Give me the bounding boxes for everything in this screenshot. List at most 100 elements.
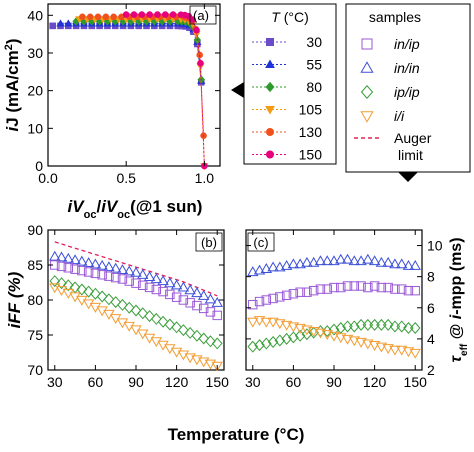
series-in-ip-point — [390, 284, 400, 294]
series-i-i-point — [157, 340, 169, 351]
series-in-in-point — [157, 275, 169, 286]
series-ip-ip-point — [137, 307, 149, 320]
series-ip-ip-point — [362, 318, 374, 331]
series-150-point — [138, 11, 146, 18]
series-150-point — [193, 26, 200, 34]
series-ip-ip-point — [261, 337, 272, 350]
series-in-ip-point — [342, 281, 353, 291]
series-i-i-point — [260, 317, 273, 328]
series-130-line — [82, 16, 205, 136]
series-in-in-point — [341, 253, 354, 264]
series-ip-ip-point — [144, 310, 155, 323]
series-130-point — [94, 13, 102, 21]
legend-temperature-marker — [266, 128, 274, 136]
x-tick-label: 30 — [47, 374, 63, 390]
series-in-in-point — [294, 258, 306, 269]
legend-temperature-marker — [266, 150, 274, 159]
series-ip-ip-point — [184, 326, 196, 339]
series-in-ip-point — [349, 281, 360, 291]
panel-a-label: (a) — [193, 8, 209, 23]
series-55-point — [64, 19, 73, 27]
y-tick-label: 75 — [27, 327, 43, 343]
series-in-ip-point — [275, 292, 285, 302]
legend-temperature-marker — [265, 106, 275, 115]
legend-sample-marker — [360, 111, 374, 123]
x-tick-label: 60 — [286, 374, 302, 390]
series-in-ip-point — [178, 295, 189, 305]
series-i-i-point — [314, 328, 327, 339]
series-ip-ip-point — [198, 332, 209, 345]
series-in-in-point — [301, 256, 313, 267]
series-150-point — [130, 11, 138, 18]
series-in-in-point — [382, 256, 394, 267]
y-tick-label: 4 — [427, 331, 435, 347]
series-ip-ip-point — [294, 329, 306, 342]
series-150-point — [146, 11, 153, 18]
series-i-i-point — [348, 336, 361, 347]
series-ip-ip-point — [301, 328, 313, 341]
series-i-i-point — [274, 319, 286, 330]
panel-b-marks — [49, 241, 223, 372]
series-i-i-point — [321, 330, 333, 341]
series-in-in-point — [204, 293, 217, 304]
series-ip-ip-point — [335, 321, 347, 335]
series-150-line — [126, 14, 205, 167]
series-in-ip-point — [104, 271, 114, 281]
series-in-ip-point — [70, 264, 80, 274]
series-i-i-point — [204, 359, 217, 370]
series-in-in-point — [307, 256, 320, 267]
series-in-in-point — [355, 255, 367, 266]
series-in-in-point — [321, 255, 333, 266]
legend-temperature-label: 55 — [306, 57, 322, 73]
series-in-in-point — [116, 264, 129, 274]
series-in-ip-point — [295, 287, 305, 297]
x-tick-label: 60 — [88, 374, 104, 390]
series-ip-ip-point — [76, 283, 88, 296]
panel-b-ylabel: iFF (%) — [5, 271, 24, 328]
panel-a-xlabel: iVoc/iVoc(@1 sun) — [68, 197, 203, 221]
series-in-in-point — [96, 259, 108, 270]
series-in-ip-point — [403, 285, 414, 296]
series-80-line — [76, 20, 202, 80]
series-in-in-point — [184, 284, 196, 295]
series-in-ip-point — [110, 272, 121, 283]
series-in-in-point — [280, 259, 293, 270]
series-ip-ip-point — [369, 318, 380, 331]
series-in-ip-point — [268, 293, 278, 304]
x-tick-label: 30 — [245, 374, 261, 390]
series-in-ip-point — [396, 284, 407, 294]
series-in-ip-point — [329, 282, 339, 293]
series-ip-ip-point — [396, 320, 407, 333]
series-in-in-point — [150, 273, 163, 284]
series-ip-ip-point — [49, 275, 61, 288]
series-in-ip-point — [212, 310, 222, 321]
series-in-in-point — [409, 259, 421, 270]
legend-temperature-entries: 30 55 80 105 130 150 — [252, 34, 322, 163]
legend-temperature-label: 150 — [299, 147, 323, 163]
series-i-i-point — [170, 347, 183, 358]
series-in-in-point — [197, 289, 210, 300]
series-i-i-point — [362, 339, 374, 350]
series-i-i-point — [191, 355, 203, 366]
series-i-i-point — [197, 357, 210, 368]
series-150-point — [154, 11, 161, 18]
legend-auger-label-2: limit — [398, 147, 423, 163]
series-150-point — [197, 59, 204, 67]
series-in-ip-point — [336, 282, 346, 293]
series-in-in-point — [260, 263, 273, 273]
series-in-ip-point — [83, 267, 94, 277]
panel-b-label: (b) — [201, 235, 217, 250]
series-in-in-point — [82, 257, 95, 267]
y-tick-label: 85 — [27, 257, 43, 273]
series-i-i-point — [301, 325, 313, 336]
series-in-in-point — [362, 253, 374, 264]
series-in-in-point — [123, 265, 135, 276]
series-i-i-point — [355, 337, 367, 348]
series-i-i-point — [211, 361, 223, 372]
x-tick-label: 150 — [206, 374, 230, 390]
legend-temperature-label: 130 — [299, 124, 323, 140]
legend-samples-title: samples — [369, 9, 421, 25]
series-in-ip-point — [131, 278, 141, 288]
series-in-in-point — [247, 266, 259, 277]
